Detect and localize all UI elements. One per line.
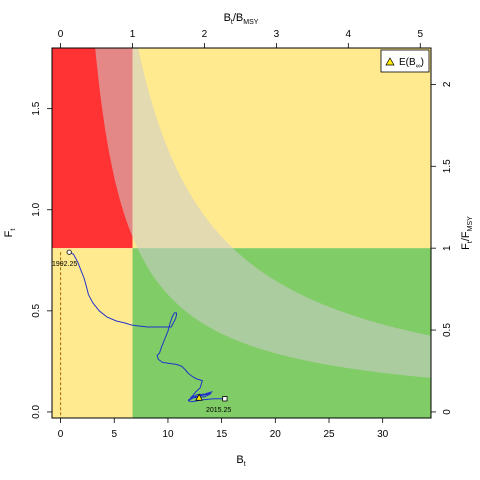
y2-axis-title: Ft/FMSY: [460, 216, 474, 250]
trajectory-end-marker: [222, 396, 228, 402]
x2-tick-label: 3: [274, 29, 280, 40]
legend: E(B∞): [380, 49, 430, 73]
trajectory-start-marker: [66, 249, 72, 255]
y-axis-title: Ft: [3, 229, 17, 238]
x2-axis-title: Bt/BMSY: [224, 12, 259, 26]
y-tick-label: 1.0: [31, 202, 42, 216]
y-tick-label: 1.5: [31, 101, 42, 115]
y-axis-fishing-mortality: 0.0 0.5 1.0 1.5: [31, 101, 52, 419]
x-axis-biomass: 0 5 10 15 20 25 30: [58, 418, 389, 440]
end-year-label: 2015.25: [206, 407, 231, 414]
y-tick-label: 0.5: [31, 303, 42, 317]
x-tick-label: 0: [58, 429, 64, 440]
x-tick-label: 30: [377, 429, 389, 440]
x2-tick-label: 2: [202, 29, 208, 40]
legend-triangle-marker: [385, 57, 395, 66]
x2-axis-relative-biomass: 0 1 2 3 4 5: [58, 29, 423, 48]
y2-tick-label: 1: [442, 245, 453, 251]
x-tick-label: 25: [323, 429, 335, 440]
x-tick-label: 10: [162, 429, 174, 440]
overfished-region: [52, 248, 133, 418]
y2-tick-label: 0: [442, 409, 453, 415]
equilibrium-biomass-marker: [195, 393, 203, 401]
x-tick-label: 20: [270, 429, 282, 440]
y-tick-label: 0.0: [31, 405, 42, 419]
stock-status-regions: [52, 48, 431, 418]
x-axis-title: Bt: [236, 454, 245, 468]
biomass-fishing-trajectory: [66, 249, 228, 403]
x-tick-label: 15: [216, 429, 228, 440]
x2-tick-label: 5: [417, 29, 423, 40]
trajectory-line: [68, 251, 225, 403]
x2-tick-label: 1: [130, 29, 136, 40]
x2-tick-label: 0: [58, 29, 64, 40]
equilibrium-band: [95, 48, 431, 378]
equilibrium-band-area: [95, 48, 431, 378]
y2-tick-label: 0.5: [442, 323, 453, 337]
y2-tick-label: 1.5: [442, 159, 453, 173]
x-tick-label: 5: [111, 429, 117, 440]
x2-tick-label: 4: [346, 29, 352, 40]
legend-label: E(B∞): [399, 57, 424, 70]
plot-frame: [51, 47, 432, 419]
y2-tick-label: 2: [442, 81, 453, 87]
start-year-label: 1992.25: [52, 261, 77, 268]
legend-box: [380, 49, 430, 73]
y2-axis-relative-fishing: 0 0.5 1 1.5 2: [431, 81, 453, 415]
